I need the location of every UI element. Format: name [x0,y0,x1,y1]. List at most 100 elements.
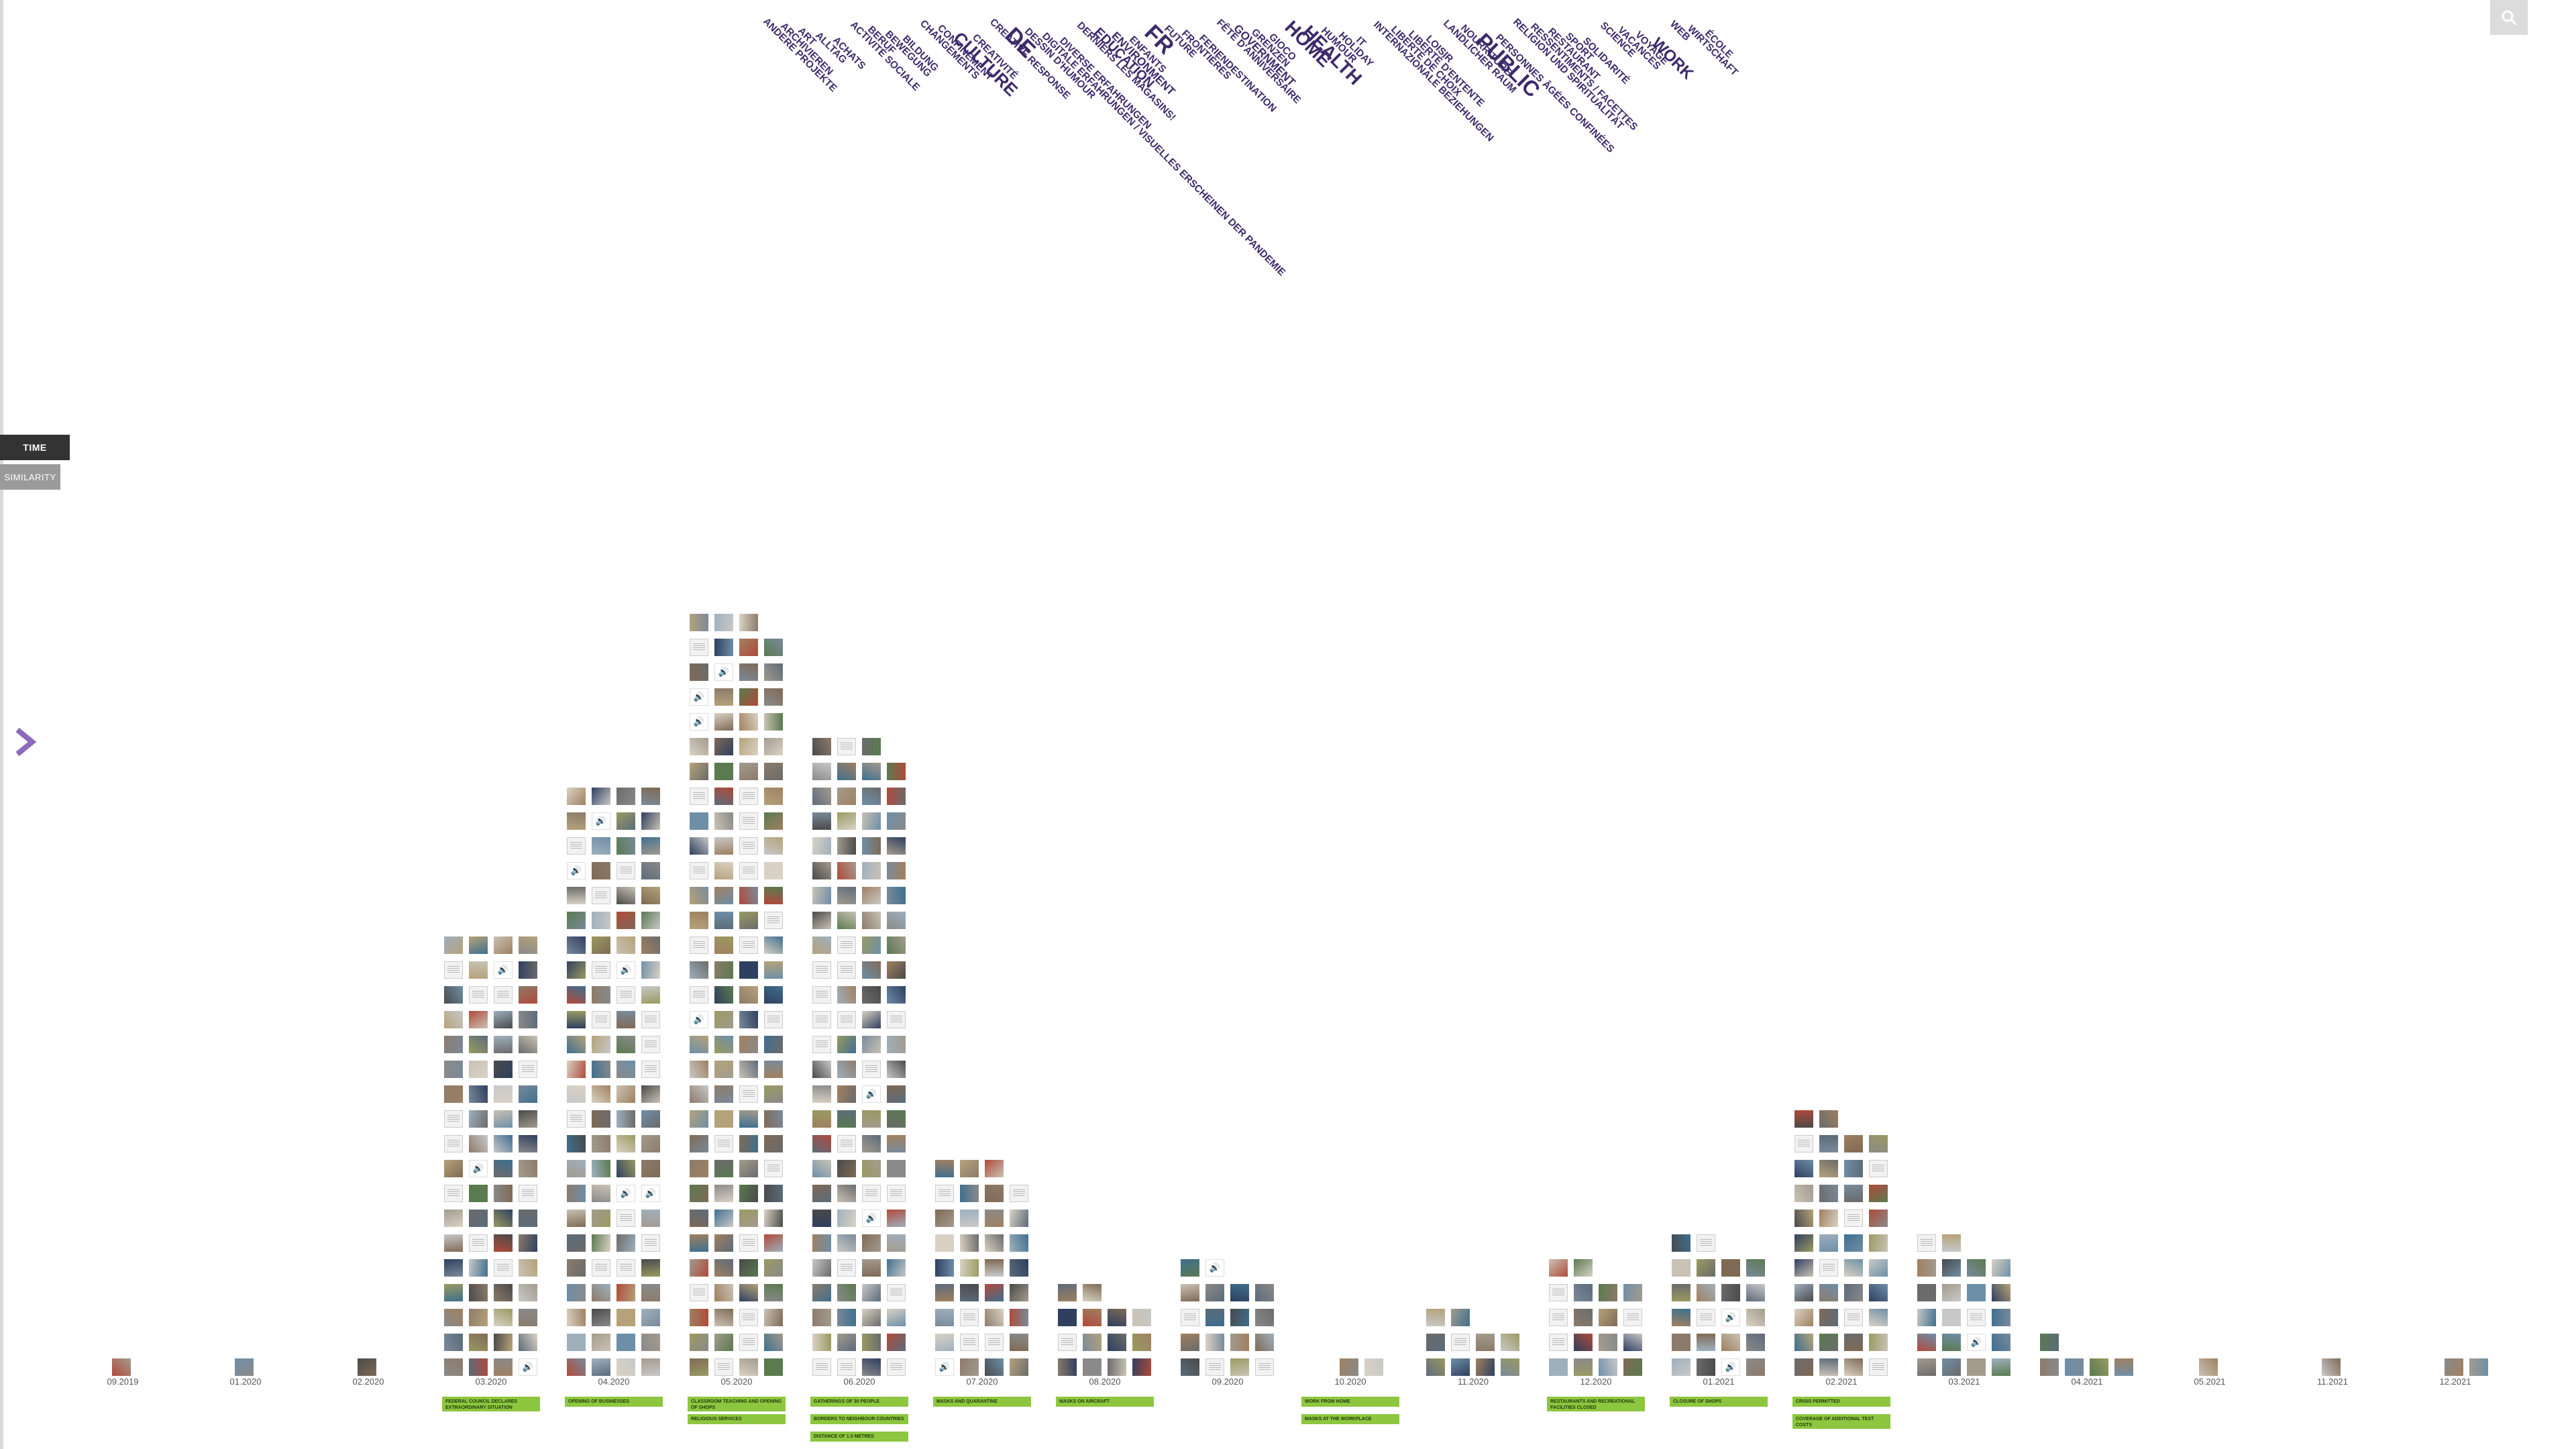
media-thumbnail[interactable] [887,1160,906,1177]
media-thumbnail[interactable] [1010,1358,1028,1376]
media-thumbnail[interactable] [887,763,906,780]
media-thumbnail[interactable] [1917,1284,1936,1301]
media-thumbnail[interactable] [887,1284,906,1301]
media-thumbnail[interactable] [444,1358,463,1376]
media-thumbnail[interactable] [641,986,660,1004]
media-thumbnail[interactable] [1844,1334,1863,1351]
media-thumbnail[interactable] [714,1011,733,1028]
media-thumbnail[interactable] [2040,1334,2059,1351]
media-thumbnail[interactable] [112,1358,131,1376]
media-thumbnail[interactable] [764,713,783,731]
media-thumbnail[interactable] [887,812,906,830]
media-thumbnail[interactable] [837,1036,856,1053]
media-thumbnail[interactable] [764,812,783,830]
media-thumbnail[interactable] [567,1358,586,1376]
media-thumbnail[interactable] [1599,1358,1617,1376]
media-thumbnail[interactable] [494,1110,513,1128]
media-thumbnail[interactable] [714,1160,733,1177]
media-thumbnail[interactable] [592,1061,610,1078]
media-thumbnail[interactable] [690,862,708,879]
media-thumbnail[interactable] [444,1309,463,1326]
media-thumbnail[interactable] [714,763,733,780]
media-thumbnail[interactable] [469,986,488,1004]
media-thumbnail[interactable] [1083,1309,1102,1326]
media-thumbnail[interactable] [887,1011,906,1028]
media-thumbnail[interactable] [567,1110,586,1128]
media-thumbnail[interactable] [1058,1309,1077,1326]
media-thumbnail[interactable] [1672,1309,1690,1326]
media-thumbnail[interactable] [1992,1334,2010,1351]
media-thumbnail[interactable] [616,887,635,904]
media-thumbnail[interactable] [1255,1358,1274,1376]
media-thumbnail[interactable] [764,688,783,706]
media-thumbnail[interactable] [1794,1309,1813,1326]
media-thumbnail[interactable] [616,1334,635,1351]
media-thumbnail[interactable] [1672,1334,1690,1351]
media-thumbnail[interactable] [887,887,906,904]
media-thumbnail[interactable] [690,1210,708,1227]
media-thumbnail[interactable] [739,1110,758,1128]
event-tag[interactable]: COVERAGE OF ADDITIONAL TEST COSTS [1792,1414,1890,1429]
media-thumbnail[interactable] [1794,1358,1813,1376]
media-thumbnail[interactable] [1181,1259,1199,1277]
media-thumbnail[interactable] [494,1011,513,1028]
media-thumbnail[interactable] [1574,1358,1593,1376]
media-thumbnail[interactable] [1697,1284,1715,1301]
media-thumbnail[interactable] [812,1185,831,1202]
media-thumbnail[interactable] [714,1358,733,1376]
media-thumbnail[interactable] [714,1110,733,1128]
media-thumbnail[interactable] [469,1234,488,1252]
media-thumbnail[interactable] [837,1284,856,1301]
media-thumbnail[interactable] [812,1085,831,1103]
media-thumbnail[interactable] [764,1110,783,1128]
media-thumbnail[interactable] [812,887,831,904]
media-thumbnail[interactable] [764,1309,783,1326]
media-thumbnail[interactable] [1992,1259,2010,1277]
media-thumbnail[interactable]: 🔊 [1967,1334,1986,1351]
media-thumbnail[interactable] [1083,1284,1102,1301]
media-thumbnail[interactable] [2040,1358,2059,1376]
media-thumbnail[interactable] [494,1036,513,1053]
media-thumbnail[interactable] [592,837,610,855]
media-thumbnail[interactable] [567,986,586,1004]
media-thumbnail[interactable] [1010,1309,1028,1326]
media-thumbnail[interactable] [567,812,586,830]
media-thumbnail[interactable] [567,1334,586,1351]
media-thumbnail[interactable] [739,936,758,954]
event-tag[interactable]: CRISIS PERMITTED [1792,1397,1890,1407]
media-thumbnail[interactable] [690,1061,708,1078]
media-thumbnail[interactable] [985,1234,1004,1252]
media-thumbnail[interactable] [616,1358,635,1376]
media-thumbnail[interactable] [444,1011,463,1028]
media-thumbnail[interactable] [592,1358,610,1376]
media-thumbnail[interactable] [2445,1358,2463,1376]
media-thumbnail[interactable] [837,1061,856,1078]
media-thumbnail[interactable] [494,1135,513,1152]
media-thumbnail[interactable] [1721,1259,1740,1277]
media-thumbnail[interactable] [616,986,635,1004]
media-thumbnail[interactable] [812,1210,831,1227]
media-thumbnail[interactable] [1058,1284,1077,1301]
media-thumbnail[interactable] [592,912,610,929]
media-thumbnail[interactable] [1108,1334,1126,1351]
media-thumbnail[interactable] [862,1334,881,1351]
media-thumbnail[interactable] [812,1284,831,1301]
media-thumbnail[interactable] [862,1110,881,1128]
media-thumbnail[interactable] [764,639,783,656]
media-thumbnail[interactable] [567,1210,586,1227]
media-thumbnail[interactable] [641,1036,660,1053]
media-thumbnail[interactable] [714,1259,733,1277]
media-thumbnail[interactable] [444,1110,463,1128]
media-thumbnail[interactable] [812,1135,831,1152]
media-thumbnail[interactable] [519,1011,537,1028]
media-thumbnail[interactable] [1010,1210,1028,1227]
media-thumbnail[interactable] [690,1110,708,1128]
media-thumbnail[interactable] [1058,1334,1077,1351]
media-thumbnail[interactable]: 🔊 [1721,1309,1740,1326]
media-thumbnail[interactable] [1746,1259,1765,1277]
media-thumbnail[interactable] [592,788,610,805]
media-thumbnail[interactable] [567,837,586,855]
media-thumbnail[interactable] [641,837,660,855]
media-thumbnail[interactable] [887,1061,906,1078]
media-thumbnail[interactable] [862,986,881,1004]
